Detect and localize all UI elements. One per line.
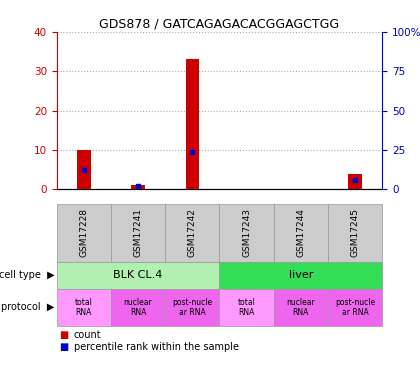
Text: percentile rank within the sample: percentile rank within the sample xyxy=(74,342,239,352)
Text: BLK CL.4: BLK CL.4 xyxy=(113,270,163,280)
Text: total
RNA: total RNA xyxy=(75,298,93,317)
Text: GSM17243: GSM17243 xyxy=(242,208,251,257)
Text: total
RNA: total RNA xyxy=(238,298,255,317)
Text: ■: ■ xyxy=(59,330,68,340)
Text: liver: liver xyxy=(289,270,313,280)
Text: GSM17244: GSM17244 xyxy=(297,208,305,257)
Text: nuclear
RNA: nuclear RNA xyxy=(124,298,152,317)
Text: ■: ■ xyxy=(59,342,68,352)
Title: GDS878 / GATCAGAGACACGGAGCTGG: GDS878 / GATCAGAGACACGGAGCTGG xyxy=(100,18,339,31)
Text: nuclear
RNA: nuclear RNA xyxy=(286,298,315,317)
Text: post-nucle
ar RNA: post-nucle ar RNA xyxy=(172,298,213,317)
Bar xyxy=(131,186,145,189)
Text: count: count xyxy=(74,330,101,340)
Text: protocol  ▶: protocol ▶ xyxy=(1,303,55,312)
Bar xyxy=(186,59,199,189)
Bar xyxy=(348,174,362,189)
Text: cell type  ▶: cell type ▶ xyxy=(0,270,55,280)
Text: GSM17242: GSM17242 xyxy=(188,208,197,257)
Text: post-nucle
ar RNA: post-nucle ar RNA xyxy=(335,298,375,317)
Text: GSM17228: GSM17228 xyxy=(79,208,88,257)
Text: GSM17241: GSM17241 xyxy=(134,208,142,257)
Bar xyxy=(77,150,91,189)
Text: GSM17245: GSM17245 xyxy=(351,208,360,257)
